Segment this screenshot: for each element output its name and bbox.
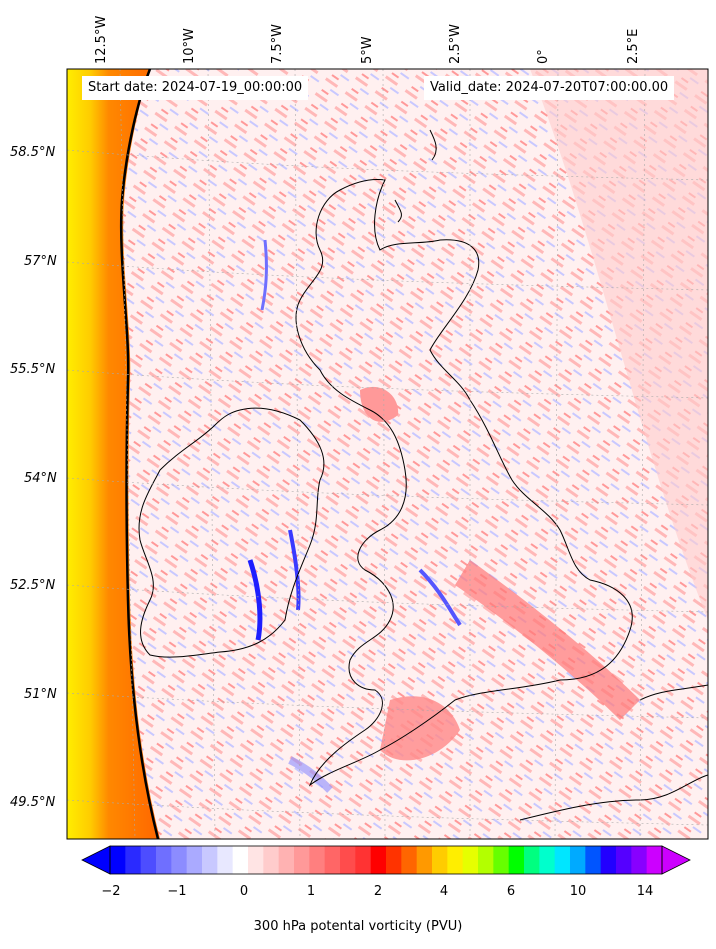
colorbar-tick-label: 0 [239,884,249,899]
colorbar-segment [156,846,172,874]
colorbar-segment [355,846,372,874]
lat-label: 49.5°N [10,795,56,810]
colorbar-segment [570,846,586,874]
colorbar-segment [524,846,540,874]
colorbar-segment [493,846,510,874]
colorbar-segment [125,846,142,874]
coast-continent [519,684,709,821]
colorbar-tick-label: 2 [373,884,383,899]
gridlines [67,69,708,839]
coast-great-britain [295,179,633,787]
coastlines [138,129,709,821]
colorbar-segment [462,846,479,874]
colorbar-tick-label: 4 [439,884,449,899]
colorbar-frame [109,845,663,875]
colorbar-segment [309,846,326,874]
colorbar-extend-min [81,845,111,875]
colorbar-tick-label: 6 [506,884,516,899]
colorbar-segment [263,846,280,874]
colorbar-segment [508,846,525,874]
colorbar-segment [447,846,464,874]
colorbar-segment [616,846,632,874]
colorbar-segment [202,846,218,874]
valid-date-label: Valid_date: 2024-07-20T07:00:00.00 [424,76,675,100]
colorbar-label: 300 hPa potental vorticity (PVU) [253,919,463,934]
colorbar-segment [248,846,264,874]
colorbar-segment [600,846,617,874]
lon-label: 10°W [182,28,197,64]
lat-label: 55.5°N [10,362,56,377]
colorbar-tick-label: 14 [636,884,654,899]
plot-frame [66,68,709,840]
colorbar-segment [140,846,157,874]
colorbar-segment [416,846,433,874]
lat-label: 54°N [24,471,57,486]
lat-label: 51°N [24,687,57,702]
colorbar-segment [539,846,556,874]
pv-field [67,69,708,839]
colorbar-tick-label: −2 [101,884,121,899]
lon-label: 7.5°W [270,23,285,64]
lat-label: 58.5°N [10,145,56,160]
colorbar [81,845,691,875]
colorbar-segment [171,846,188,874]
colorbar-segment [340,846,356,874]
lat-label: 57°N [24,254,57,269]
colorbar-segment [278,846,295,874]
colorbar-segment [631,846,648,874]
lon-label: 5°W [360,36,375,64]
lon-label: 2.5°E [626,28,641,64]
start-date-label: Start date: 2024-07-19_00:00:00 [82,76,309,100]
colorbar-segment [646,846,663,874]
colorbar-segment [324,846,341,874]
colorbar-segment [554,846,571,874]
lat-label: 52.5°N [10,578,56,593]
pv-contour-2 [119,69,160,839]
colorbar-extend-max [661,845,691,875]
lon-label: 12.5°W [94,15,109,64]
colorbar-segment [386,846,402,874]
colorbar-tick-label: 10 [569,884,587,899]
colorbar-segment [186,846,203,874]
lon-label: 2.5°W [448,23,463,64]
colorbar-segment [432,846,448,874]
colorbar-tick-label: −1 [167,884,187,899]
colorbar-segment [478,846,494,874]
high-pv-band [67,69,160,839]
colorbar-segment [217,846,234,874]
colorbar-segment [232,846,249,874]
lon-label: 0° [536,49,551,64]
colorbar-segment [585,846,602,874]
colorbar-segment [110,846,126,874]
colorbar-tick-label: 1 [306,884,316,899]
coast-ireland [138,407,325,658]
colorbar-segment [401,846,418,874]
colorbar-segment [370,846,387,874]
colorbar-segment [294,846,310,874]
